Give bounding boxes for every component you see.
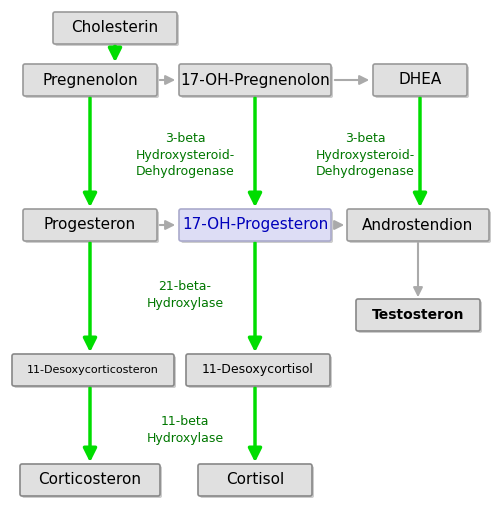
FancyBboxPatch shape xyxy=(23,64,157,96)
FancyBboxPatch shape xyxy=(373,64,467,96)
FancyBboxPatch shape xyxy=(25,211,159,243)
Text: Androstendion: Androstendion xyxy=(362,218,474,232)
FancyBboxPatch shape xyxy=(200,466,314,498)
FancyBboxPatch shape xyxy=(188,356,332,388)
FancyBboxPatch shape xyxy=(25,66,159,98)
Text: 17-OH-Progesteron: 17-OH-Progesteron xyxy=(182,218,328,232)
Text: 3-beta
Hydroxysteroid-
Dehydrogenase: 3-beta Hydroxysteroid- Dehydrogenase xyxy=(316,131,414,179)
FancyBboxPatch shape xyxy=(347,209,489,241)
Text: Testosteron: Testosteron xyxy=(372,308,464,322)
Text: 11-Desoxycorticosteron: 11-Desoxycorticosteron xyxy=(27,365,159,375)
Text: 21-beta-
Hydroxylase: 21-beta- Hydroxylase xyxy=(146,280,224,310)
Text: Cholesterin: Cholesterin xyxy=(72,21,158,35)
FancyBboxPatch shape xyxy=(356,299,480,331)
Text: Progesteron: Progesteron xyxy=(44,218,136,232)
FancyBboxPatch shape xyxy=(14,356,176,388)
Text: 3-beta
Hydroxysteroid-
Dehydrogenase: 3-beta Hydroxysteroid- Dehydrogenase xyxy=(136,131,234,179)
Text: Corticosteron: Corticosteron xyxy=(38,472,142,487)
FancyBboxPatch shape xyxy=(55,14,179,46)
FancyBboxPatch shape xyxy=(23,209,157,241)
FancyBboxPatch shape xyxy=(181,66,333,98)
Text: DHEA: DHEA xyxy=(398,72,442,88)
FancyBboxPatch shape xyxy=(375,66,469,98)
Text: Cortisol: Cortisol xyxy=(226,472,284,487)
FancyBboxPatch shape xyxy=(198,464,312,496)
FancyBboxPatch shape xyxy=(358,301,482,333)
FancyBboxPatch shape xyxy=(22,466,162,498)
FancyBboxPatch shape xyxy=(181,211,333,243)
FancyBboxPatch shape xyxy=(186,354,330,386)
Text: 17-OH-Pregnenolon: 17-OH-Pregnenolon xyxy=(180,72,330,88)
FancyBboxPatch shape xyxy=(349,211,491,243)
FancyBboxPatch shape xyxy=(53,12,177,44)
FancyBboxPatch shape xyxy=(179,64,331,96)
Text: 11-beta
Hydroxylase: 11-beta Hydroxylase xyxy=(146,415,224,445)
Text: Pregnenolon: Pregnenolon xyxy=(42,72,138,88)
FancyBboxPatch shape xyxy=(20,464,160,496)
Text: 11-Desoxycortisol: 11-Desoxycortisol xyxy=(202,364,314,377)
FancyBboxPatch shape xyxy=(179,209,331,241)
FancyBboxPatch shape xyxy=(12,354,174,386)
